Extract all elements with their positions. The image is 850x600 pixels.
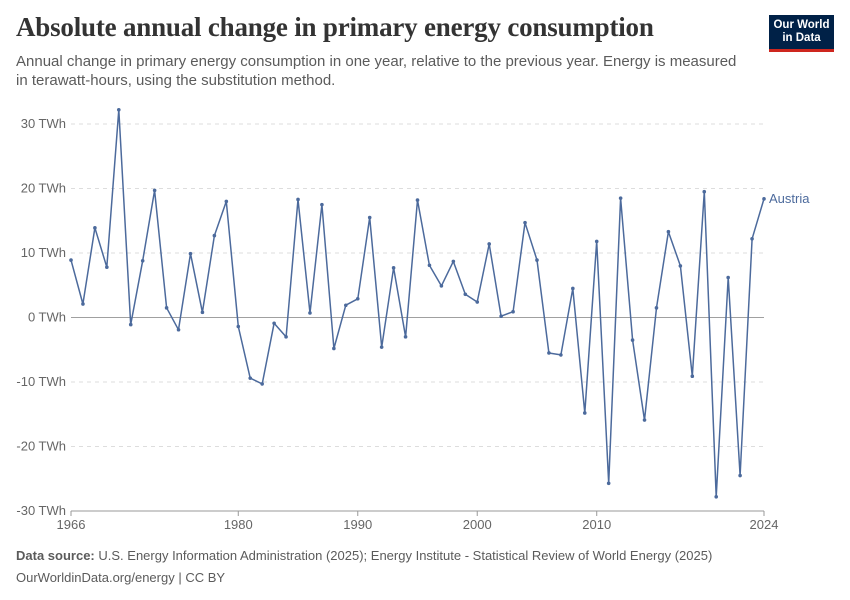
data-point[interactable] bbox=[320, 202, 324, 207]
data-point[interactable] bbox=[547, 351, 551, 355]
data-point[interactable] bbox=[355, 296, 360, 301]
data-point[interactable] bbox=[475, 300, 480, 304]
data-point[interactable] bbox=[678, 264, 683, 268]
data-point[interactable] bbox=[69, 258, 73, 262]
owid-logo[interactable]: Our World in Data bbox=[769, 15, 834, 52]
data-point[interactable] bbox=[212, 233, 217, 238]
data-point[interactable] bbox=[236, 324, 241, 329]
data-point[interactable] bbox=[463, 292, 468, 297]
data-point[interactable] bbox=[762, 197, 766, 201]
y-tick-label: -10 TWh bbox=[16, 374, 66, 389]
data-point[interactable] bbox=[523, 220, 527, 225]
data-point[interactable] bbox=[451, 259, 456, 264]
data-point[interactable] bbox=[379, 345, 384, 349]
data-point[interactable] bbox=[164, 306, 169, 310]
x-tick-label: 1980 bbox=[224, 517, 253, 532]
series-label[interactable]: Austria bbox=[769, 191, 810, 206]
data-point[interactable] bbox=[666, 229, 671, 234]
data-point[interactable] bbox=[344, 303, 348, 308]
chart-subtitle: Annual change in primary energy consumpt… bbox=[16, 53, 737, 89]
data-source: Data source: U.S. Energy Information Adm… bbox=[16, 548, 712, 563]
y-tick-label: -20 TWh bbox=[16, 439, 66, 454]
data-point[interactable] bbox=[654, 306, 659, 310]
series-layer: Austria bbox=[69, 108, 810, 499]
data-point[interactable] bbox=[511, 309, 515, 314]
data-point[interactable] bbox=[427, 263, 432, 268]
data-point[interactable] bbox=[499, 314, 503, 319]
data-point[interactable] bbox=[140, 258, 145, 263]
data-point[interactable] bbox=[606, 481, 611, 486]
x-tick-label: 2010 bbox=[582, 517, 611, 532]
data-point[interactable] bbox=[714, 495, 719, 499]
x-tick-label: 1966 bbox=[57, 517, 86, 532]
series-line-austria[interactable] bbox=[70, 109, 765, 498]
site-license[interactable]: OurWorldinData.org/energy | CC BY bbox=[16, 570, 226, 585]
data-point[interactable] bbox=[618, 196, 623, 200]
data-point[interactable] bbox=[200, 310, 205, 315]
y-tick-label: -30 TWh bbox=[16, 503, 66, 518]
data-point[interactable] bbox=[535, 258, 539, 262]
data-point[interactable] bbox=[224, 199, 229, 204]
data-point[interactable] bbox=[367, 215, 372, 220]
chart-title: Absolute annual change in primary energy… bbox=[16, 12, 654, 42]
y-tick-label: 30 TWh bbox=[21, 116, 66, 131]
data-point[interactable] bbox=[81, 302, 85, 306]
data-point[interactable] bbox=[332, 346, 336, 351]
data-point[interactable] bbox=[642, 418, 647, 422]
data-point[interactable] bbox=[128, 322, 133, 327]
data-point[interactable] bbox=[391, 266, 396, 270]
x-tick-label: 1990 bbox=[343, 517, 372, 532]
data-point[interactable] bbox=[403, 335, 408, 339]
logo-line-1: Our World bbox=[773, 19, 830, 31]
data-point[interactable] bbox=[726, 275, 730, 280]
source-label: Data source: bbox=[16, 548, 95, 563]
x-tick-label: 2000 bbox=[463, 517, 492, 532]
data-point[interactable] bbox=[559, 353, 563, 357]
y-tick-label: 20 TWh bbox=[21, 181, 66, 196]
data-point[interactable] bbox=[284, 335, 288, 339]
y-axis-tick-labels: 30 TWh 20 TWh 10 TWh 0 TWh -10 TWh -20 TWh -30… bbox=[16, 116, 66, 518]
data-point[interactable] bbox=[630, 338, 635, 342]
data-point[interactable] bbox=[248, 376, 253, 380]
source-text: U.S. Energy Information Administration (… bbox=[98, 548, 713, 563]
grid-lines bbox=[71, 123, 764, 512]
data-point[interactable] bbox=[188, 251, 193, 256]
data-point[interactable] bbox=[308, 311, 312, 315]
data-point[interactable] bbox=[750, 237, 754, 241]
data-point[interactable] bbox=[594, 239, 599, 244]
data-point[interactable] bbox=[116, 108, 121, 112]
data-point[interactable] bbox=[690, 374, 695, 378]
x-tick-label: 2024 bbox=[750, 517, 779, 532]
data-point[interactable] bbox=[439, 284, 444, 288]
data-point[interactable] bbox=[176, 327, 181, 332]
y-tick-label: 0 TWh bbox=[28, 310, 66, 325]
data-point[interactable] bbox=[296, 197, 300, 202]
data-point[interactable] bbox=[152, 188, 157, 193]
data-point[interactable] bbox=[582, 411, 587, 415]
data-point[interactable] bbox=[571, 286, 575, 291]
logo-line-2: in Data bbox=[782, 32, 821, 44]
data-point[interactable] bbox=[702, 189, 707, 194]
data-point[interactable] bbox=[738, 473, 742, 478]
data-point[interactable] bbox=[260, 382, 264, 386]
data-point[interactable] bbox=[105, 265, 109, 269]
data-point[interactable] bbox=[487, 242, 491, 246]
x-axis: 1966 1980 1990 2000 2010 2024 bbox=[57, 510, 779, 532]
data-point[interactable] bbox=[93, 226, 97, 230]
y-tick-label: 10 TWh bbox=[21, 245, 66, 260]
data-point[interactable] bbox=[415, 198, 420, 202]
data-point[interactable] bbox=[272, 321, 276, 326]
